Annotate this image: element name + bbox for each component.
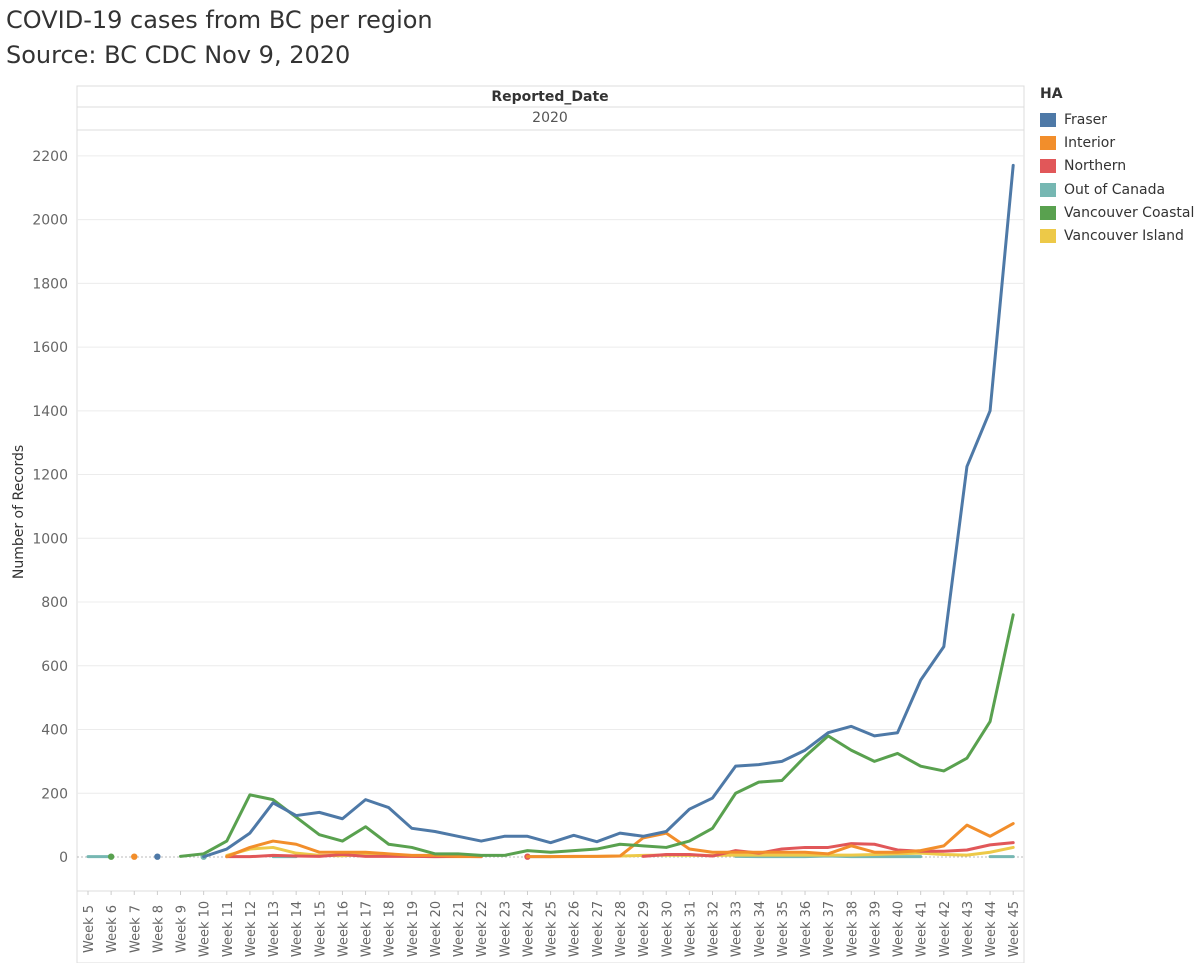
series-vancouver-coastal bbox=[107, 613, 1015, 860]
x-tick-label: Week 9 bbox=[175, 905, 190, 953]
y-tick-label: 1400 bbox=[32, 404, 68, 420]
x-tick-label: Week 39 bbox=[868, 901, 883, 957]
x-tick-label: Week 14 bbox=[290, 901, 305, 957]
x-tick-label: Week 38 bbox=[845, 901, 860, 957]
column-header-value: 2020 bbox=[532, 110, 568, 126]
data-point-fraser bbox=[154, 853, 161, 860]
legend-item-vancouver-island[interactable]: Vancouver Island bbox=[1040, 224, 1194, 247]
x-tick-label: Week 10 bbox=[198, 901, 213, 957]
x-tick-label: Week 27 bbox=[591, 901, 606, 957]
x-tick-label: Week 32 bbox=[707, 901, 722, 957]
x-tick-label: Week 25 bbox=[545, 901, 560, 957]
x-tick-label: Week 5 bbox=[82, 905, 97, 953]
legend-item-fraser[interactable]: Fraser bbox=[1040, 108, 1194, 131]
x-tick-label: Week 16 bbox=[336, 901, 351, 957]
series-line-interior bbox=[525, 822, 1015, 859]
x-tick-label: Week 33 bbox=[730, 901, 745, 957]
legend-item-out-of-canada[interactable]: Out of Canada bbox=[1040, 178, 1194, 201]
legend-label: Interior bbox=[1064, 134, 1116, 151]
x-tick-label: Week 17 bbox=[360, 901, 375, 957]
legend-item-vancouver-coastal[interactable]: Vancouver Coastal bbox=[1040, 201, 1194, 224]
y-tick-label: 1800 bbox=[32, 276, 68, 292]
x-tick-label: Week 7 bbox=[128, 905, 143, 953]
y-tick-label: 400 bbox=[41, 723, 68, 739]
y-axis-label: Number of Records bbox=[11, 445, 27, 579]
y-tick-label: 800 bbox=[41, 595, 68, 611]
y-tick-label: 2000 bbox=[32, 213, 68, 229]
series-line-vancouver-coastal bbox=[179, 613, 1015, 858]
x-tick-label: Week 11 bbox=[221, 901, 236, 957]
legend-label: Vancouver Coastal bbox=[1064, 204, 1195, 221]
x-tick-label: Week 41 bbox=[915, 901, 930, 957]
legend-title: HA bbox=[1040, 86, 1063, 102]
x-tick-label: Week 45 bbox=[1007, 901, 1022, 957]
legend-swatch bbox=[1040, 182, 1056, 197]
x-tick-label: Week 20 bbox=[429, 901, 444, 957]
series-line-interior bbox=[225, 839, 483, 859]
y-tick-label: 1200 bbox=[32, 468, 68, 484]
data-point-interior bbox=[131, 853, 138, 860]
chart-frame bbox=[76, 85, 1025, 963]
x-tick-label: Week 19 bbox=[406, 901, 421, 957]
legend-label: Fraser bbox=[1064, 111, 1108, 128]
x-tick-label: Week 29 bbox=[637, 901, 652, 957]
x-tick-label: Week 34 bbox=[753, 901, 768, 957]
series-interior bbox=[131, 822, 1015, 860]
series-line-vancouver-island bbox=[549, 845, 1015, 859]
x-tick-label: Week 43 bbox=[961, 901, 976, 957]
x-tick-label: Week 37 bbox=[822, 901, 837, 957]
x-tick-label: Week 36 bbox=[799, 901, 814, 957]
y-tick-label: 2200 bbox=[32, 149, 68, 165]
column-header-field: Reported_Date bbox=[491, 89, 608, 105]
x-tick-label: Week 6 bbox=[105, 905, 120, 953]
legend-label: Out of Canada bbox=[1064, 181, 1166, 198]
y-tick-label: 0 bbox=[59, 850, 68, 866]
x-tick-label: Week 23 bbox=[498, 901, 513, 957]
x-tick-label: Week 30 bbox=[660, 901, 675, 957]
x-tick-label: Week 28 bbox=[614, 901, 629, 957]
series-line-northern bbox=[641, 841, 1015, 858]
y-tick-label: 1600 bbox=[32, 340, 68, 356]
series-fraser bbox=[154, 163, 1015, 860]
y-tick-label: 1000 bbox=[32, 531, 68, 547]
x-tick-label: Week 15 bbox=[313, 901, 328, 957]
legend-swatch bbox=[1040, 112, 1056, 127]
x-tick-label: Week 40 bbox=[892, 901, 907, 957]
data-point-vancouver-coastal bbox=[107, 853, 115, 860]
legend-item-northern[interactable]: Northern bbox=[1040, 155, 1194, 178]
x-tick-label: Week 21 bbox=[452, 901, 467, 957]
x-tick-label: Week 44 bbox=[984, 901, 999, 957]
x-tick-label: Week 13 bbox=[267, 901, 282, 957]
legend-swatch bbox=[1040, 135, 1056, 150]
x-tick-label: Week 8 bbox=[151, 905, 166, 953]
x-tick-label: Week 35 bbox=[776, 901, 791, 957]
x-tick-label: Week 22 bbox=[475, 901, 490, 957]
x-tick-label: Week 18 bbox=[383, 901, 398, 957]
x-tick-label: Week 42 bbox=[938, 901, 953, 957]
chart-title: COVID-19 cases from BC per region bbox=[6, 6, 433, 34]
y-tick-label: 200 bbox=[41, 786, 68, 802]
x-tick-label: Week 31 bbox=[683, 901, 698, 957]
y-tick-label: 600 bbox=[41, 659, 68, 675]
legend: HA Fraser Interior Northern Out of Canada Va… bbox=[1040, 86, 1194, 248]
x-tick-label: Week 12 bbox=[244, 901, 259, 957]
legend-item-interior[interactable]: Interior bbox=[1040, 131, 1194, 154]
legend-swatch bbox=[1040, 159, 1056, 174]
legend-label: Northern bbox=[1064, 158, 1127, 175]
legend-label: Vancouver Island bbox=[1064, 228, 1184, 245]
x-tick-label: Week 24 bbox=[521, 901, 536, 957]
legend-swatch bbox=[1040, 229, 1056, 244]
legend-swatch bbox=[1040, 205, 1056, 220]
series-line-fraser bbox=[202, 163, 1015, 859]
x-tick-label: Week 26 bbox=[568, 901, 583, 957]
chart-subtitle: Source: BC CDC Nov 9, 2020 bbox=[6, 41, 351, 69]
